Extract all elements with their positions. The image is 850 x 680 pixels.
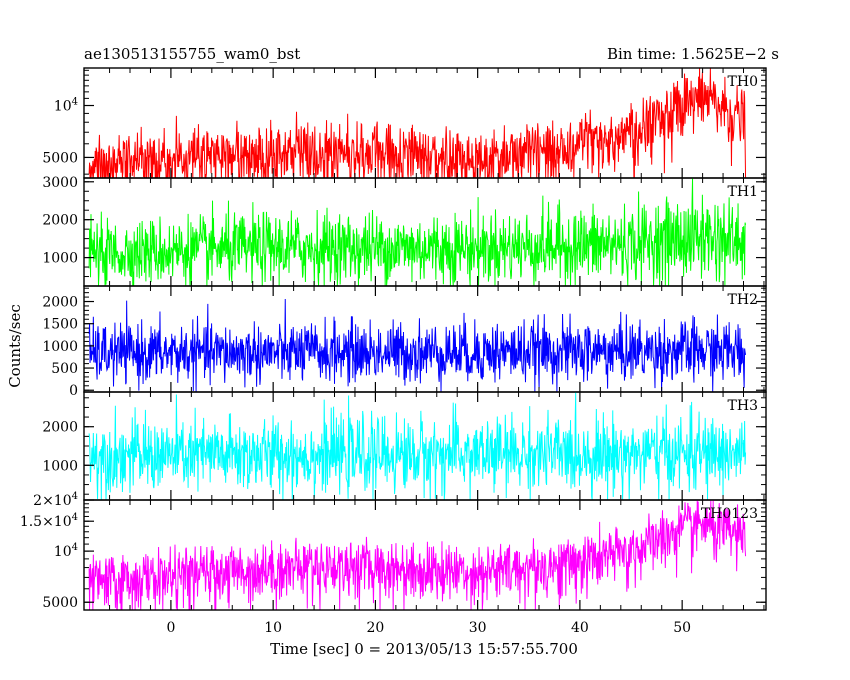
panel-th2: 0 500 1000 1500 2000 TH2 — [42, 285, 767, 399]
x-tick-label: 30 — [469, 620, 487, 636]
y-tick-label: 2000 — [42, 420, 78, 436]
panel-th0123: 5000 104 1.5×104 2×104 TH0123 0 10 20 30 40 50 — [20, 491, 767, 636]
x-tick-label: 50 — [673, 620, 691, 636]
panels-group: 5000104TH0100020003000TH1050010001500200… — [20, 67, 767, 636]
y-tick-label: 1000 — [42, 458, 78, 474]
panel-th3: 1000 2000 TH3 — [42, 391, 767, 501]
y-tick-label: 104 — [54, 542, 78, 560]
x-tick-label: 20 — [366, 620, 384, 636]
bin-time-label: Bin time: 1.5625E−2 s — [607, 45, 779, 63]
y-tick-label: 104 — [54, 97, 78, 115]
y-tick-label: 2×104 — [33, 491, 78, 509]
panel-th1: 1000 2000 3000 TH1 — [42, 175, 767, 287]
series-line-th0 — [88, 68, 747, 178]
panel-th0: 5000 104 TH0 — [42, 67, 767, 179]
y-tick-label: 1.5×104 — [20, 512, 78, 530]
series-line-th1 — [88, 178, 747, 286]
y-tick-label: 1000 — [42, 251, 78, 267]
panel-frame — [83, 499, 767, 611]
y-tick-label: 2000 — [42, 213, 78, 229]
x-tick-label: 40 — [571, 620, 589, 636]
y-tick-label: 500 — [51, 361, 78, 377]
plot-title: ae130513155755_wam0_bst — [84, 45, 300, 63]
series-line-th0123 — [88, 500, 747, 610]
x-tick-label: 10 — [264, 620, 282, 636]
panel-label: TH1 — [728, 184, 758, 200]
y-tick-label: 0 — [69, 383, 78, 399]
series-line-th3 — [88, 392, 747, 500]
panel-label: TH2 — [728, 292, 758, 308]
y-tick-label: 5000 — [42, 150, 78, 166]
panel-label: TH0123 — [701, 506, 758, 522]
y-tick-label: 2000 — [42, 295, 78, 311]
panel-label: TH3 — [728, 398, 758, 414]
x-axis-label: Time [sec] 0 = 2013/05/13 15:57:55.700 — [270, 640, 578, 658]
series-line-th2 — [88, 299, 747, 392]
y-tick-label: 3000 — [42, 175, 78, 191]
y-tick-label: 1500 — [42, 317, 78, 333]
y-axis-label: Counts/sec — [6, 304, 24, 388]
y-tick-label: 5000 — [42, 595, 78, 611]
panel-label: TH0 — [728, 74, 758, 90]
x-tick-label: 0 — [166, 620, 175, 636]
y-tick-label: 1000 — [42, 339, 78, 355]
